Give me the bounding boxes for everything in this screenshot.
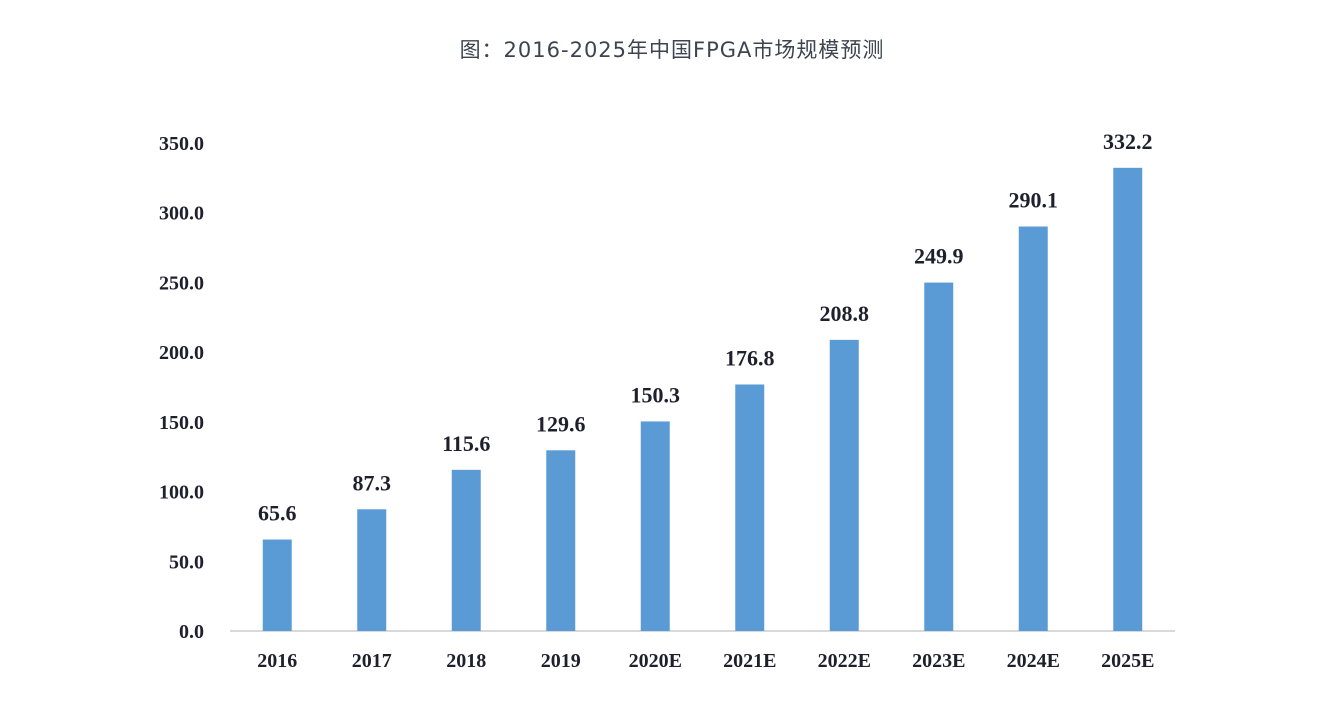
y-tick-label: 100.0 — [159, 482, 204, 504]
bar — [829, 339, 859, 631]
bar — [1113, 167, 1143, 631]
bar-value-label: 115.6 — [442, 431, 490, 456]
x-tick-label: 2024E — [1007, 650, 1060, 672]
y-tick-label: 250.0 — [159, 272, 204, 294]
x-tick-label: 2017 — [352, 650, 392, 672]
x-tick-label: 2018 — [446, 650, 486, 672]
bar — [262, 539, 292, 631]
bar — [924, 282, 954, 631]
bar-value-label: 249.9 — [914, 244, 964, 269]
y-tick-label: 50.0 — [169, 551, 204, 573]
y-tick-label: 0.0 — [179, 621, 204, 643]
bars-group — [262, 167, 1143, 632]
bar — [451, 469, 481, 631]
x-tick-label: 2020E — [629, 650, 682, 672]
x-tick-label: 2019 — [541, 650, 581, 672]
bar — [546, 450, 576, 631]
bar-value-label: 129.6 — [536, 411, 586, 436]
y-tick-label: 300.0 — [159, 203, 204, 225]
bar — [640, 421, 670, 631]
bar-value-label: 65.6 — [258, 501, 297, 526]
y-tick-label: 150.0 — [159, 412, 204, 434]
x-tick-label: 2021E — [723, 650, 776, 672]
x-tick-label: 2022E — [818, 650, 871, 672]
bar-value-label: 208.8 — [820, 301, 870, 326]
y-tick-label: 350.0 — [159, 133, 204, 155]
y-axis: 0.0 50.0 100.0 150.0 200.0 250.0 300.0 350.0 — [159, 133, 204, 643]
x-axis: 2016 2017 2018 2019 2020E 2021E 2022E 2023E 2024… — [257, 650, 1154, 672]
bar — [357, 509, 387, 631]
data-labels-group: 65.6 87.3 115.6 129.6 150.3 176.8 208.8 249.9 29… — [258, 129, 1153, 526]
bar-value-label: 290.1 — [1009, 188, 1059, 213]
y-tick-label: 200.0 — [159, 342, 204, 364]
x-tick-label: 2023E — [912, 650, 965, 672]
chart-title: 图：2016-2025年中国FPGA市场规模预测 — [459, 38, 885, 62]
x-tick-label: 2016 — [257, 650, 297, 672]
bar-value-label: 332.2 — [1103, 129, 1153, 154]
bar-value-label: 87.3 — [353, 470, 392, 495]
bar-value-label: 150.3 — [631, 382, 681, 407]
bar-value-label: 176.8 — [725, 345, 775, 370]
bar — [1018, 226, 1048, 632]
x-tick-label: 2025E — [1101, 650, 1154, 672]
bar — [735, 384, 765, 631]
